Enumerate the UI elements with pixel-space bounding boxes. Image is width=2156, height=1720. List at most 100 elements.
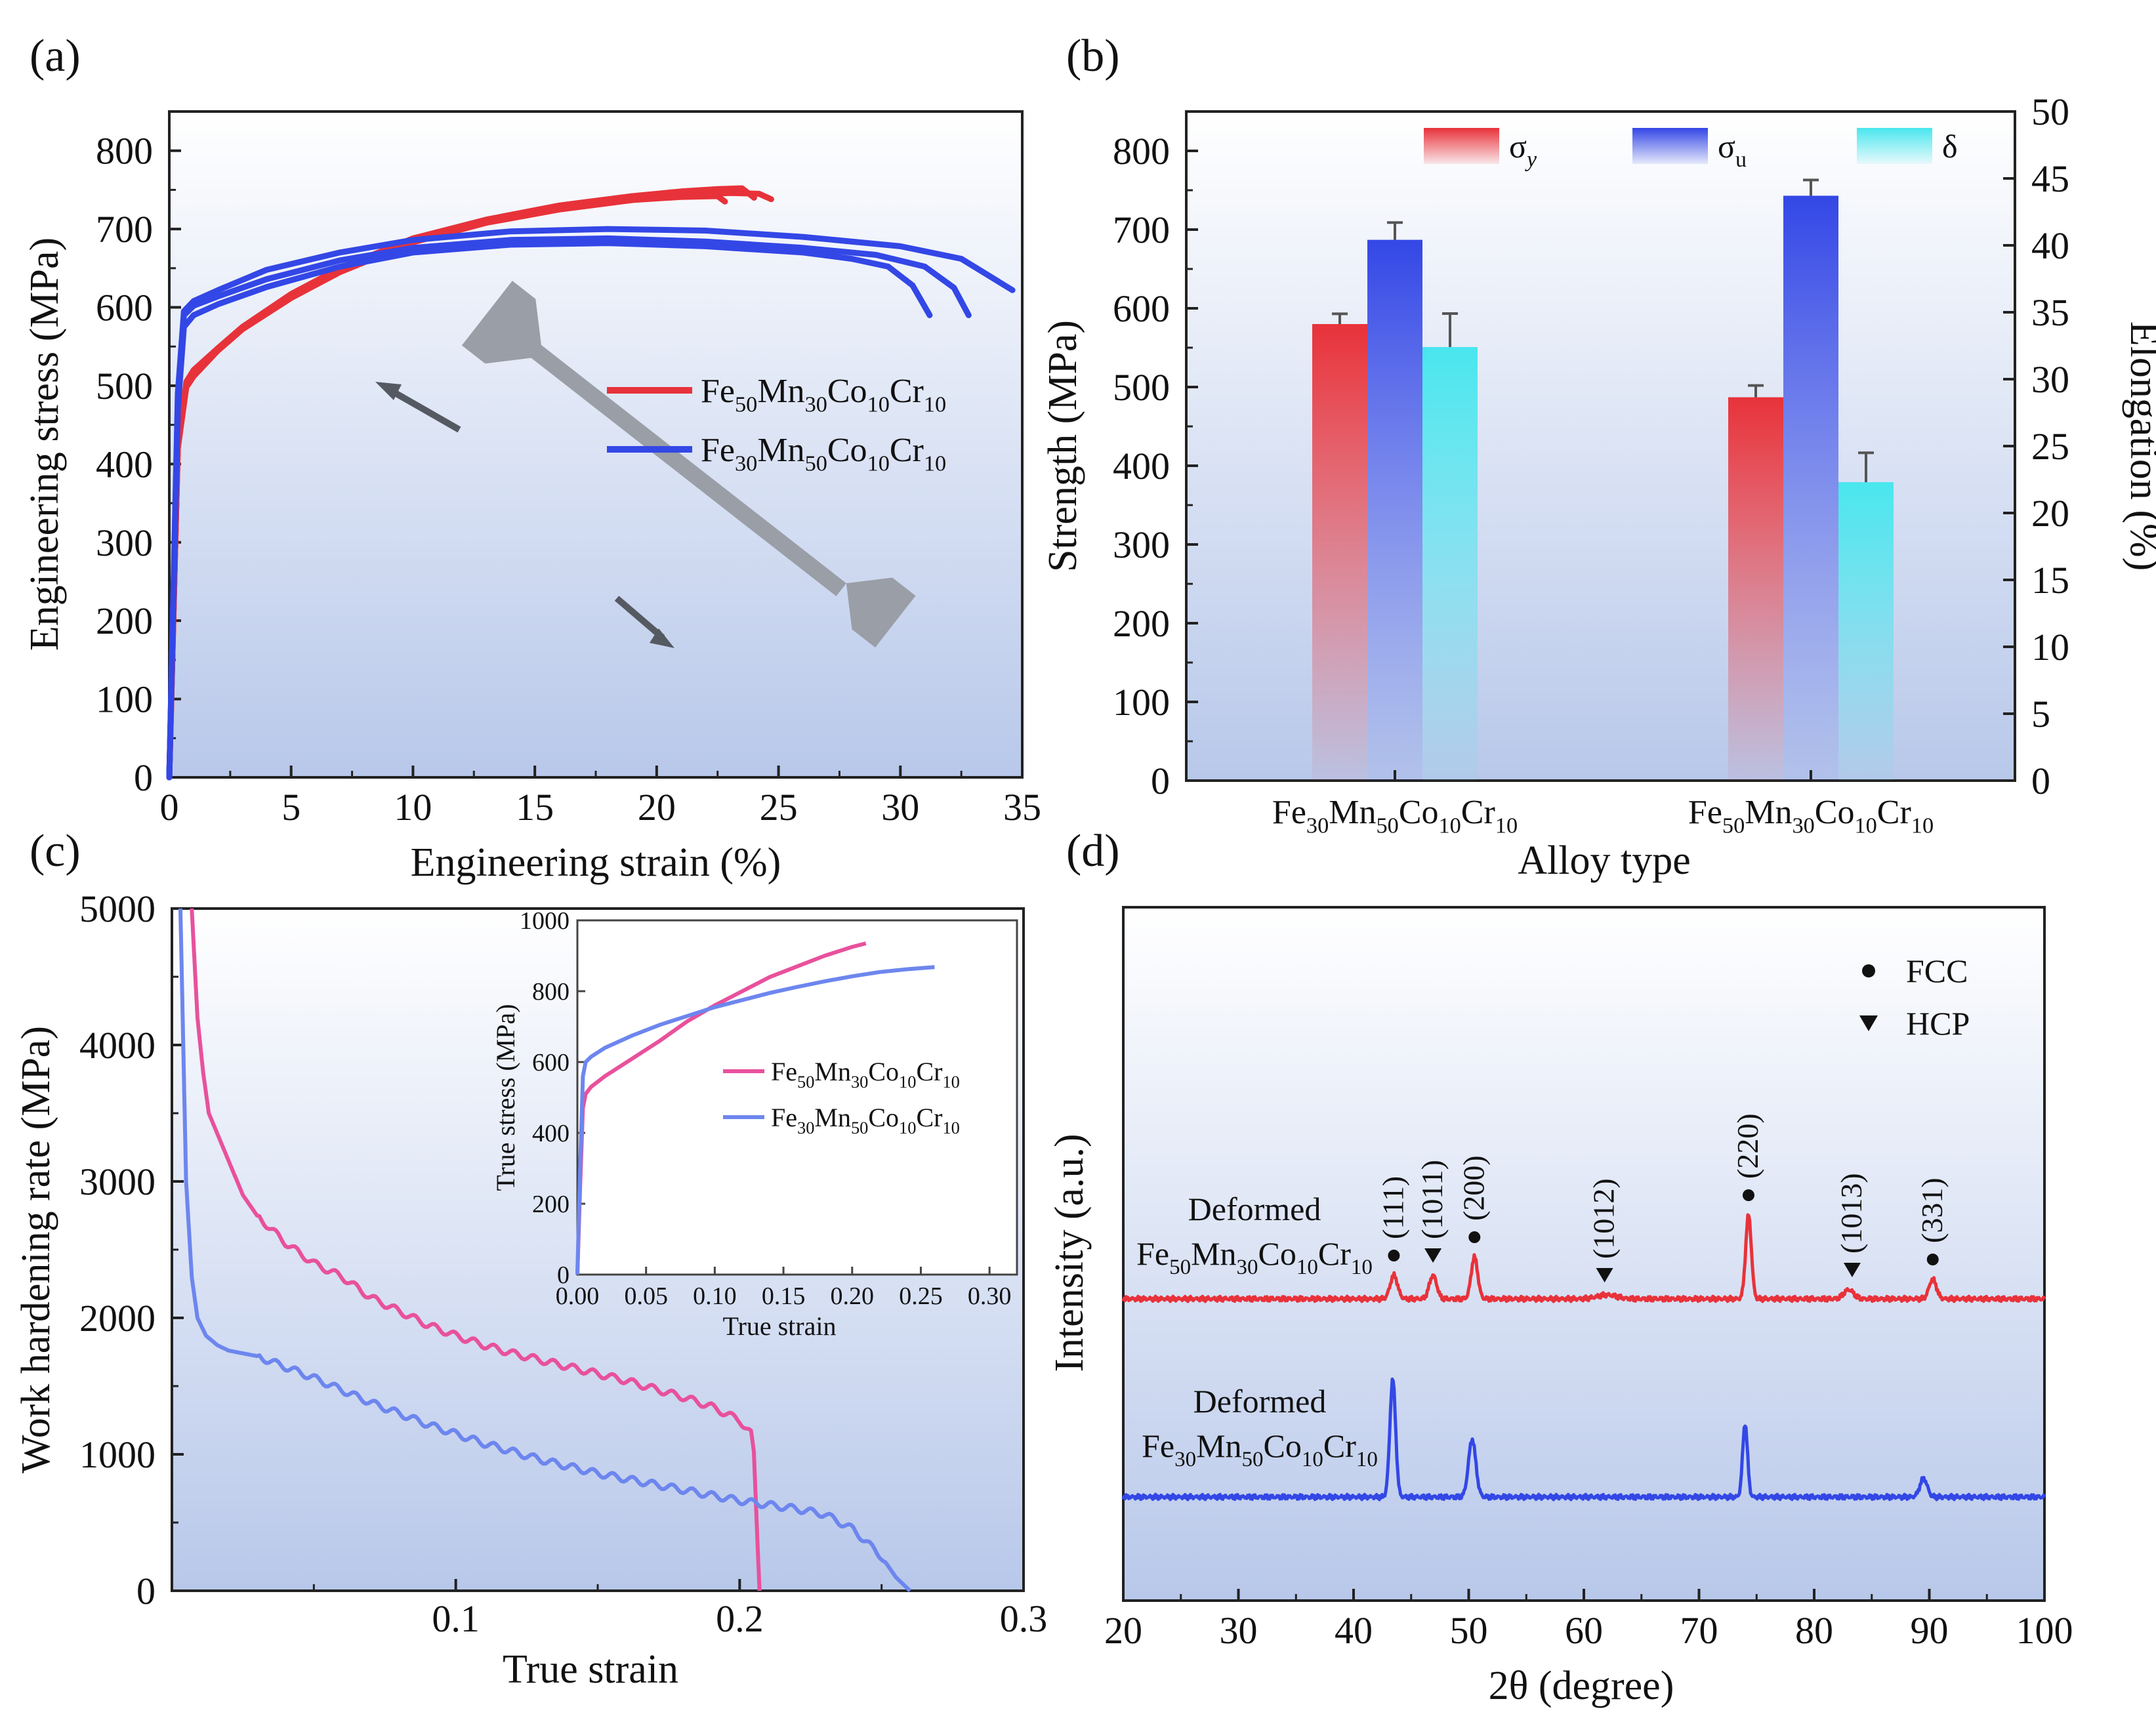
- x-tick-label: 0: [160, 786, 179, 829]
- y-tick-label: 500: [1113, 366, 1170, 409]
- y2-tick-label: 0: [2031, 760, 2050, 802]
- y-tick-label: 200: [96, 600, 153, 642]
- formula-element: Co: [1399, 794, 1439, 831]
- peak-label: (220): [1731, 1113, 1764, 1179]
- inset-y-tick-label: 200: [532, 1191, 570, 1218]
- formula-element: Fe: [701, 373, 735, 410]
- panel-c-letter: (c): [30, 826, 81, 876]
- formula-element: Mn: [814, 1103, 851, 1132]
- y-tick-label: 300: [1113, 523, 1170, 566]
- formula-element: Fe: [701, 432, 735, 469]
- inset-x-tick-label: 0.20: [831, 1282, 875, 1310]
- y-tick-label: 100: [96, 678, 153, 721]
- y-tick-label: 3000: [79, 1160, 155, 1203]
- formula-subscript: 10: [942, 1072, 959, 1092]
- formula-subscript: 30: [1306, 813, 1329, 838]
- category-label: Fe50Mn30Co10Cr10: [1688, 794, 1934, 838]
- panel-a-x-axis: 0 5 10 15 20 25 30 35: [160, 766, 1041, 829]
- legend-label-red: Fe50Mn30Co10Cr10: [701, 373, 946, 417]
- panel-b-y-title: Strength (MPa): [1041, 320, 1085, 572]
- y-tick-label: 800: [96, 130, 153, 173]
- inset-x-tick-label: 0.10: [693, 1282, 737, 1310]
- peak-label: (200): [1457, 1155, 1490, 1221]
- formula-subscript: 10: [1356, 1448, 1378, 1471]
- red-xrd-pattern: [1121, 1213, 2046, 1303]
- legend-fcc-marker: [1862, 964, 1875, 977]
- formula-subscript: 50: [851, 1118, 868, 1137]
- legend-swatch-cyan: [1857, 128, 1932, 164]
- bar-sigma_u: [1783, 195, 1838, 781]
- y2-tick-label: 50: [2031, 91, 2069, 133]
- legend-symbol: σ: [1509, 128, 1527, 165]
- panel-a-y-axis: 0 100 200 300 400 500 600 700 800: [96, 130, 181, 799]
- inset-x-tick-label: 0.15: [762, 1282, 806, 1310]
- hcp-marker: [1596, 1268, 1613, 1282]
- formula-element: Mn: [1745, 794, 1792, 831]
- panel-d-legend: FCC HCP: [1859, 952, 1970, 1042]
- formula-element: Fe: [1136, 1235, 1169, 1272]
- formula-element: Fe: [771, 1057, 797, 1086]
- red-stress-strain-curve: [166, 193, 728, 781]
- panel-d-x-title: 2θ (degree): [1489, 1664, 1674, 1708]
- formula-element: Cr: [1318, 1235, 1351, 1272]
- fcc-marker: [1468, 1231, 1481, 1243]
- formula-element: Co: [868, 1057, 899, 1086]
- panel-c-inset-true-stress-strain: 0 200 400 600 800 1000 0.00 0.05 0.10 0.15 0.20 0.2…: [491, 907, 1018, 1341]
- tension-arrow-down-right: [614, 596, 674, 648]
- panel-c-x-title: True strain: [503, 1647, 678, 1692]
- peak-label: (111): [1376, 1176, 1409, 1239]
- formula-element: Cr: [890, 373, 924, 410]
- panel-a-plot-area: [168, 110, 1024, 779]
- formula-element: Mn: [1329, 794, 1376, 831]
- formula-subscript: 10: [1495, 813, 1518, 838]
- legend-symbol: δ: [1942, 128, 1958, 165]
- legend-swatch-blue: [1632, 128, 1708, 164]
- y-tick-label: 300: [96, 522, 153, 564]
- formula-element: Co: [827, 432, 867, 469]
- peak-label: (1013): [1835, 1173, 1868, 1254]
- x-tick-label: 0.3: [1000, 1597, 1048, 1640]
- panel-d-sample-labels: DeformedFe50Mn30Co10Cr10DeformedFe30Mn50…: [1136, 1191, 1378, 1471]
- formula-element: Co: [1264, 1427, 1302, 1464]
- formula-subscript: 30: [851, 1072, 868, 1092]
- tension-arrow-up-left: [375, 382, 461, 433]
- y-tick-label: 0: [136, 1570, 155, 1612]
- pink-work-hardening-curve: [190, 908, 762, 1591]
- inset-y-title: True stress (MPa): [491, 1004, 520, 1191]
- formula-subscript: 50: [1169, 1256, 1191, 1279]
- tensile-specimen-icon: [461, 281, 916, 648]
- y-tick-label: 700: [96, 208, 153, 251]
- bar-delta: [1838, 482, 1894, 781]
- formula-subscript: 50: [1242, 1448, 1264, 1471]
- formula-subscript: 10: [899, 1118, 916, 1137]
- formula-element: Cr: [1877, 794, 1911, 831]
- formula-subscript: 30: [805, 392, 827, 417]
- formula-subscript: 30: [1174, 1448, 1196, 1471]
- x-tick-label: 35: [1003, 786, 1041, 829]
- inset-plot-area: [576, 919, 1018, 1276]
- formula-subscript: 10: [867, 451, 890, 476]
- y-tick-label: 0: [134, 756, 153, 799]
- formula-element: Cr: [1323, 1427, 1356, 1464]
- lightblue-work-hardening-curve: [178, 908, 911, 1593]
- y2-tick-label: 45: [2031, 157, 2069, 200]
- y-tick-label: 0: [1151, 760, 1170, 802]
- inset-y-tick-label: 400: [532, 1120, 570, 1147]
- formula-subscript: 50: [797, 1072, 814, 1092]
- x-tick-label: 5: [281, 786, 301, 829]
- formula-subscript: 10: [1302, 1448, 1323, 1471]
- inset-x-tick-label: 0.00: [556, 1282, 600, 1310]
- panel-b-y2-title: Elongation (%): [2122, 321, 2156, 571]
- x-tick-label: 40: [1335, 1609, 1373, 1652]
- panel-c-y-axis: 0 1000 2000 3000 4000 5000: [79, 888, 184, 1612]
- y2-tick-label: 25: [2031, 425, 2069, 468]
- y-tick-label: 400: [1113, 445, 1170, 487]
- x-tick-label: 0.2: [716, 1597, 764, 1640]
- y-tick-label: 600: [1113, 287, 1170, 330]
- legend-swatch-red: [1424, 128, 1499, 164]
- x-tick-label: 25: [760, 786, 798, 829]
- y-tick-label: 1000: [79, 1433, 155, 1476]
- panel-b-y-axis: 0 100 200 300 400 500 600 700 800: [1113, 130, 1198, 802]
- x-tick-label: 20: [638, 786, 676, 829]
